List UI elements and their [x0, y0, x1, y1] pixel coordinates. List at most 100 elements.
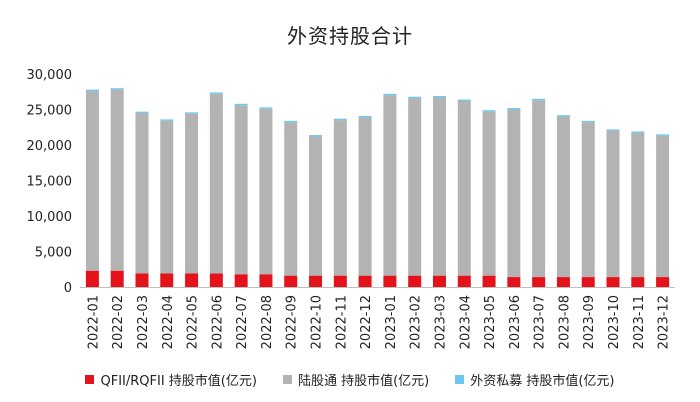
bar-segment-connect [457, 100, 471, 276]
x-tick-label: 2023-02 [409, 295, 424, 349]
y-tick-label: 15,000 [27, 175, 73, 190]
bar-segment-private [259, 107, 273, 109]
bar-segment-qfii [309, 275, 323, 287]
x-tick-label: 2023-07 [533, 295, 548, 349]
x-tick-label: 2023-06 [508, 295, 523, 349]
bar-segment-qfii [259, 274, 273, 287]
x-tick-label: 2023-04 [458, 295, 473, 349]
bar-segment-qfii [556, 277, 570, 287]
bar-segment-connect [383, 95, 397, 276]
bar-segment-connect [432, 97, 446, 276]
chart-title: 外资持股合计 [287, 24, 413, 48]
bar-segment-private [606, 129, 620, 131]
bar-segment-qfii [284, 275, 298, 287]
x-tick-label: 2023-12 [657, 295, 672, 349]
bar-segment-qfii [631, 277, 645, 287]
bar-segment-private [432, 96, 446, 98]
bar-segment-private [234, 103, 248, 106]
legend-label-private: 外资私募 持股市值(亿元) [470, 374, 615, 389]
bar-segment-private [581, 120, 595, 123]
x-tick-label: 2022-07 [235, 295, 250, 349]
x-tick-label: 2023-05 [483, 295, 498, 349]
x-tick-label: 2022-01 [86, 295, 101, 349]
bar-segment-private [284, 120, 298, 123]
bar-segment-connect [135, 113, 149, 274]
bar-segment-qfii [160, 273, 174, 287]
bar-segment-private [656, 134, 670, 136]
legend-swatch-connect [282, 375, 292, 384]
x-tick-label: 2023-10 [607, 295, 622, 349]
bar-segment-connect [631, 132, 645, 278]
y-tick-label: 25,000 [27, 104, 73, 119]
bar-segment-qfii [656, 277, 670, 287]
bar-segment-connect [507, 109, 521, 278]
bar-segment-private [110, 88, 124, 90]
x-tick-label: 2022-05 [186, 295, 201, 349]
bar-segment-qfii [333, 275, 347, 287]
x-tick-label: 2022-03 [136, 295, 151, 349]
bar-segment-connect [85, 91, 99, 271]
legend-swatch-qfii [85, 375, 95, 384]
x-tick-label: 2022-10 [310, 295, 325, 349]
bar-segment-qfii [432, 275, 446, 287]
bar-segment-qfii [408, 275, 422, 287]
x-tick-label: 2022-02 [111, 295, 126, 349]
y-tick-label: 30,000 [27, 68, 73, 83]
x-tick-label: 2023-03 [433, 295, 448, 349]
bar-segment-private [333, 118, 347, 121]
bar-segment-private [85, 89, 99, 92]
bar-segment-connect [532, 100, 546, 278]
bar-segment-qfii [209, 273, 223, 287]
x-tick-label: 2022-09 [285, 295, 300, 349]
y-tick-label: 5,000 [35, 246, 72, 261]
bar-segment-private [209, 92, 223, 94]
bar-segment-connect [160, 120, 174, 274]
x-tick-label: 2022-08 [260, 295, 275, 349]
legend-swatch-private [455, 375, 465, 384]
bar-segment-connect [309, 136, 323, 276]
bar-segment-connect [656, 135, 670, 278]
bar-segment-qfii [135, 273, 149, 287]
bar-segment-private [556, 115, 570, 117]
bar-segment-private [507, 108, 521, 110]
bar-segment-connect [358, 117, 372, 276]
bar-segment-private [408, 96, 422, 99]
bar-segment-qfii [606, 277, 620, 287]
bar-segment-private [631, 131, 645, 133]
bar-segment-qfii [85, 270, 99, 287]
bar-segment-private [457, 99, 471, 101]
bar-segment-connect [556, 116, 570, 278]
x-tick-label: 2022-04 [161, 295, 176, 349]
bar-segment-connect [234, 105, 248, 275]
bar-segment-connect [482, 111, 496, 276]
x-tick-label: 2023-08 [557, 295, 572, 349]
legend-label-connect: 陆股通 持股市值(亿元) [297, 374, 430, 389]
bar-segment-private [482, 110, 496, 112]
bar-segment-private [383, 93, 397, 96]
x-tick-label: 2022-11 [334, 295, 349, 349]
bar-segment-private [135, 111, 149, 114]
bar-segment-connect [110, 89, 124, 271]
x-tick-label: 2023-01 [384, 295, 399, 349]
y-tick-label: 20,000 [27, 139, 73, 154]
legend-item-private: 外资私募 持股市值(亿元) [455, 370, 615, 389]
y-tick-label: 0 [64, 281, 72, 296]
bar-segment-qfii [110, 270, 124, 287]
bar-segment-private [358, 115, 372, 118]
bar-segment-private [532, 98, 546, 101]
bar-segment-connect [185, 113, 199, 274]
bar-segment-qfii [532, 277, 546, 287]
bar-segment-qfii [234, 274, 248, 287]
bar-segment-connect [259, 108, 273, 275]
x-tick-label: 2023-11 [632, 295, 647, 349]
bar-segment-qfii [457, 275, 471, 287]
bar-segment-connect [606, 130, 620, 278]
x-tick-label: 2022-06 [210, 295, 225, 349]
bar-segment-qfii [507, 277, 521, 287]
bar-segment-private [185, 112, 199, 114]
bar-segment-qfii [383, 275, 397, 287]
bar-segment-connect [581, 122, 595, 278]
bar-segment-connect [333, 120, 347, 276]
